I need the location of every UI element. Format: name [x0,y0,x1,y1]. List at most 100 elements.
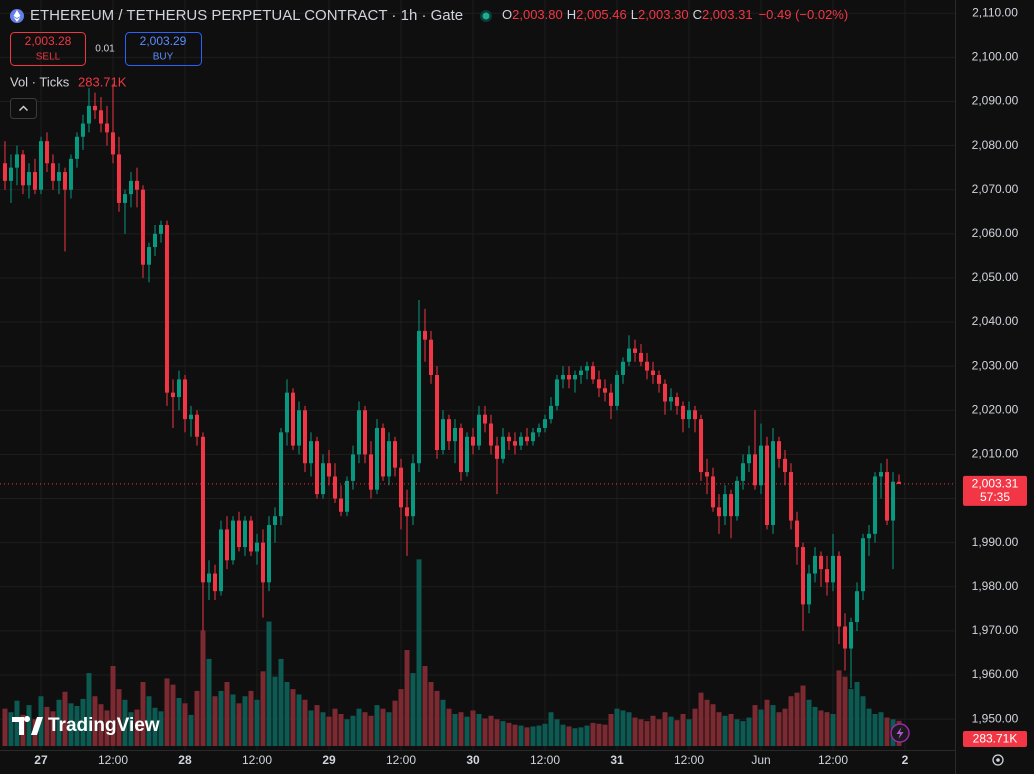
candle-body [368,454,373,490]
candle-body [350,454,355,481]
candle-body [164,225,169,393]
volume-bar [830,714,836,746]
x-tick-label: 2 [902,753,909,767]
candle-body [675,397,680,406]
candle-body [591,366,596,380]
collapse-button[interactable] [10,98,37,119]
candle-body [176,379,181,398]
candle-body [567,375,572,380]
candle-body [891,481,896,521]
candle-body [705,472,710,477]
y-tick-label: 2,040.00 [972,314,1019,328]
volume-bar [824,712,830,746]
volume-bar [596,723,602,746]
volume-bar [686,719,692,746]
buy-label[interactable]: BUY [153,52,174,63]
volume-bar [50,711,56,746]
volume-bar [878,712,884,746]
y-tick-label: 1,990.00 [972,535,1019,549]
volume-bar [380,708,386,746]
candle-body [597,379,602,389]
candle-body [729,494,734,517]
volume-bar [662,712,668,746]
volume-bar [218,690,224,746]
candle-body [332,476,337,499]
ohlc-value: 2,003.31 [702,7,753,22]
candle-body [753,454,758,486]
volume-bar [26,705,32,746]
volume-bar [446,708,452,746]
x-tick-label: 30 [466,753,480,767]
y-tick-label: 2,020.00 [972,402,1019,416]
candle-body [38,141,43,190]
volume-bar [386,712,392,746]
volume-bar [236,703,242,746]
candle-body [651,370,656,375]
candle-body [224,529,229,561]
candle-body [470,436,475,446]
buy-button[interactable] [125,32,202,66]
candle-body [513,441,518,446]
ohlc-key: H [567,7,576,22]
candle-body [194,414,199,437]
volume-bar [692,708,698,746]
candle-body [861,538,866,592]
candle-body [867,533,872,539]
sell-button[interactable] [10,32,86,66]
sell-price[interactable]: 2,003.28 [25,34,72,48]
candle-body [579,370,584,375]
settings-icon[interactable] [992,754,1004,766]
candle-body [248,520,253,552]
candle-body [723,494,728,517]
ohlc-key: L [631,7,638,22]
candle-body [146,247,151,265]
candle-body [428,339,433,375]
candle-body [543,419,548,428]
x-tick-label: 12:00 [98,753,128,767]
alert-glyph[interactable] [896,727,904,739]
candle-body [26,172,31,186]
sell-label[interactable]: SELL [36,52,61,63]
candle-body [741,463,746,481]
logo-mark [12,716,43,735]
candles [0,83,955,689]
volume-bar [854,682,860,746]
volume-bar [2,708,8,746]
candle-body [374,427,379,490]
candle-body [783,458,788,473]
volume-bar [14,700,20,746]
status-dot [482,12,490,20]
candle-body [14,154,19,168]
candle-body [519,436,524,446]
candle-body [813,555,818,574]
volume-bar [758,709,764,746]
candle-body [416,330,421,464]
candle-body [158,225,163,234]
candle-body [56,172,61,181]
volume-bar [44,706,50,746]
candle-body [765,445,770,525]
candle-body [464,436,469,473]
candle-body [837,555,842,627]
volume-bar [242,696,248,746]
buy-price[interactable]: 2,003.29 [140,34,187,48]
volume-bar [860,696,866,746]
candle-body [296,410,301,446]
settings-dot[interactable] [996,758,1000,762]
volume-bar [164,678,170,746]
candle-body [855,591,860,623]
volume-bar [176,698,182,746]
candle-body [380,427,385,477]
volume-bar [470,710,476,746]
volume-bar [344,719,350,746]
collapse-icon[interactable] [19,105,28,111]
volume-bar [488,715,494,746]
volume-bar [554,719,560,746]
logo-text: TradingView [48,715,160,736]
candle-body [759,445,764,486]
candle-body [62,172,67,190]
candle-body [218,529,223,592]
x-tick-label: 29 [322,753,336,767]
